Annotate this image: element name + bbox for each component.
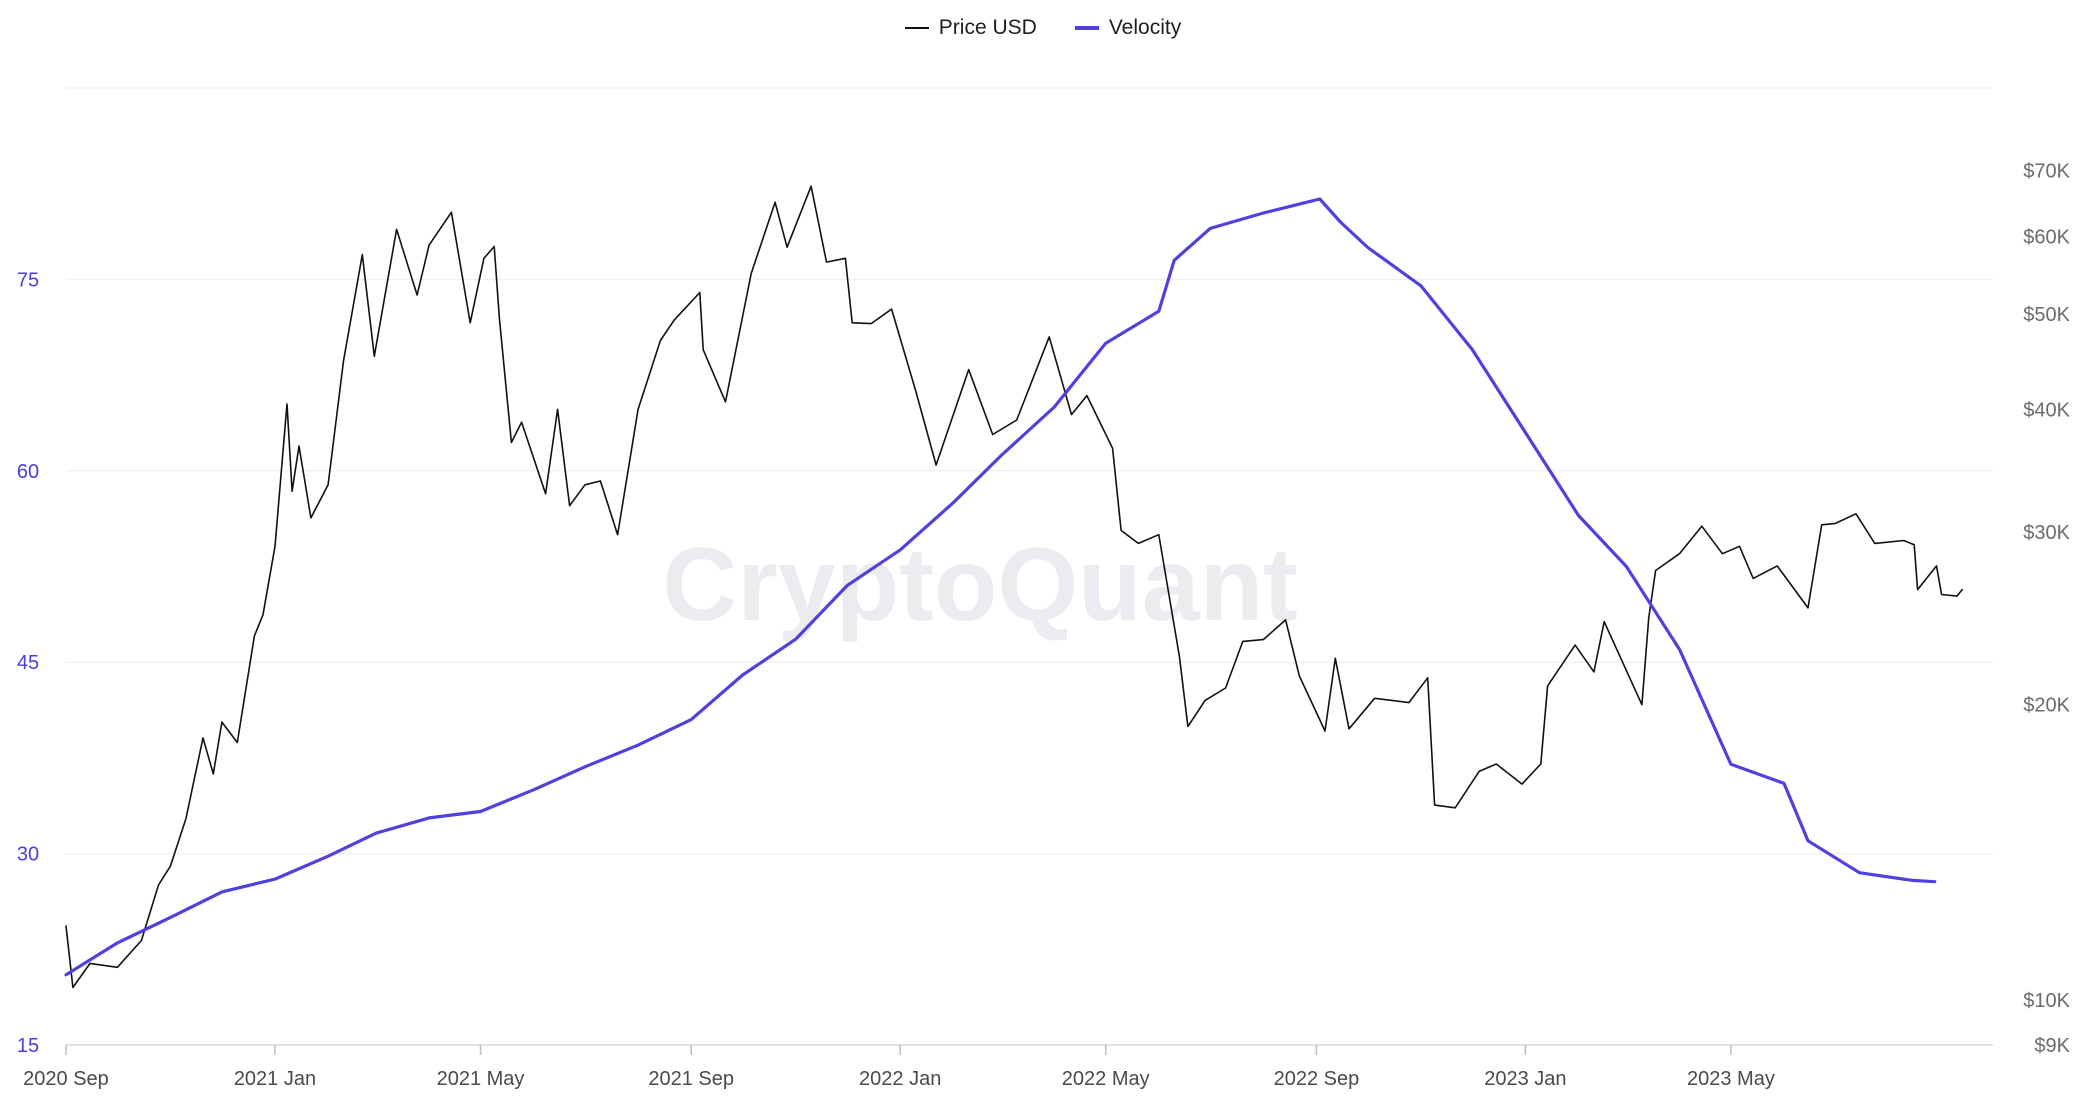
- legend-velocity-label: Velocity: [1108, 16, 1182, 39]
- y-right-tick-label: $40K: [2023, 399, 2070, 421]
- x-tick-label: 2021 May: [437, 1068, 525, 1090]
- legend-velocity-swatch: [1074, 26, 1099, 30]
- y-right-tick-label: $10K: [2023, 990, 2070, 1012]
- y-right-tick-label: $70K: [2023, 161, 2070, 183]
- x-tick-label: 2023 May: [1687, 1068, 1775, 1090]
- y-right-tick-label: $20K: [2023, 695, 2070, 717]
- y-left-tick-label: 45: [17, 652, 39, 674]
- x-tick-label: 2021 Sep: [648, 1068, 734, 1090]
- y-axis-left: 15 30 45 60 75: [17, 269, 39, 1057]
- series-layer: [64, 185, 1963, 989]
- y-left-tick-label: 15: [17, 1035, 39, 1057]
- grid-lines: [66, 87, 1993, 1046]
- y-right-tick-label: $9K: [2034, 1035, 2070, 1057]
- x-tick-label: 2022 Jan: [859, 1068, 941, 1090]
- watermark-text: CryptoQuant: [662, 527, 1298, 643]
- x-tick-label: 2020 Sep: [23, 1068, 109, 1090]
- legend-price-label: Price USD: [938, 16, 1037, 39]
- legend-item-price[interactable]: Price USD: [904, 16, 1037, 40]
- y-axis-right: $9K $10K $20K $30K $40K $50K $60K $70K: [2023, 161, 2070, 1057]
- y-right-tick-label: $50K: [2023, 304, 2070, 326]
- x-axis: 2020 Sep 2021 Jan 2021 May 2021 Sep 2022 Jan…: [23, 1045, 1775, 1090]
- y-left-tick-label: 75: [17, 269, 39, 291]
- legend-item-velocity[interactable]: Velocity: [1074, 16, 1182, 40]
- y-right-tick-label: $60K: [2023, 226, 2070, 248]
- x-tick-label: 2022 Sep: [1274, 1068, 1360, 1090]
- y-right-tick-label: $30K: [2023, 522, 2070, 544]
- legend: Price USD Velocity: [0, 16, 2086, 40]
- y-left-tick-label: 60: [17, 461, 39, 483]
- y-left-tick-label: 30: [17, 844, 39, 866]
- price-series-line: [65, 185, 1963, 989]
- x-tick-label: 2022 May: [1062, 1068, 1150, 1090]
- x-tick-label: 2021 Jan: [234, 1068, 316, 1090]
- x-tick-label: 2023 Jan: [1484, 1068, 1566, 1090]
- legend-price-swatch: [904, 27, 929, 29]
- velocity-series-line: [64, 197, 1937, 977]
